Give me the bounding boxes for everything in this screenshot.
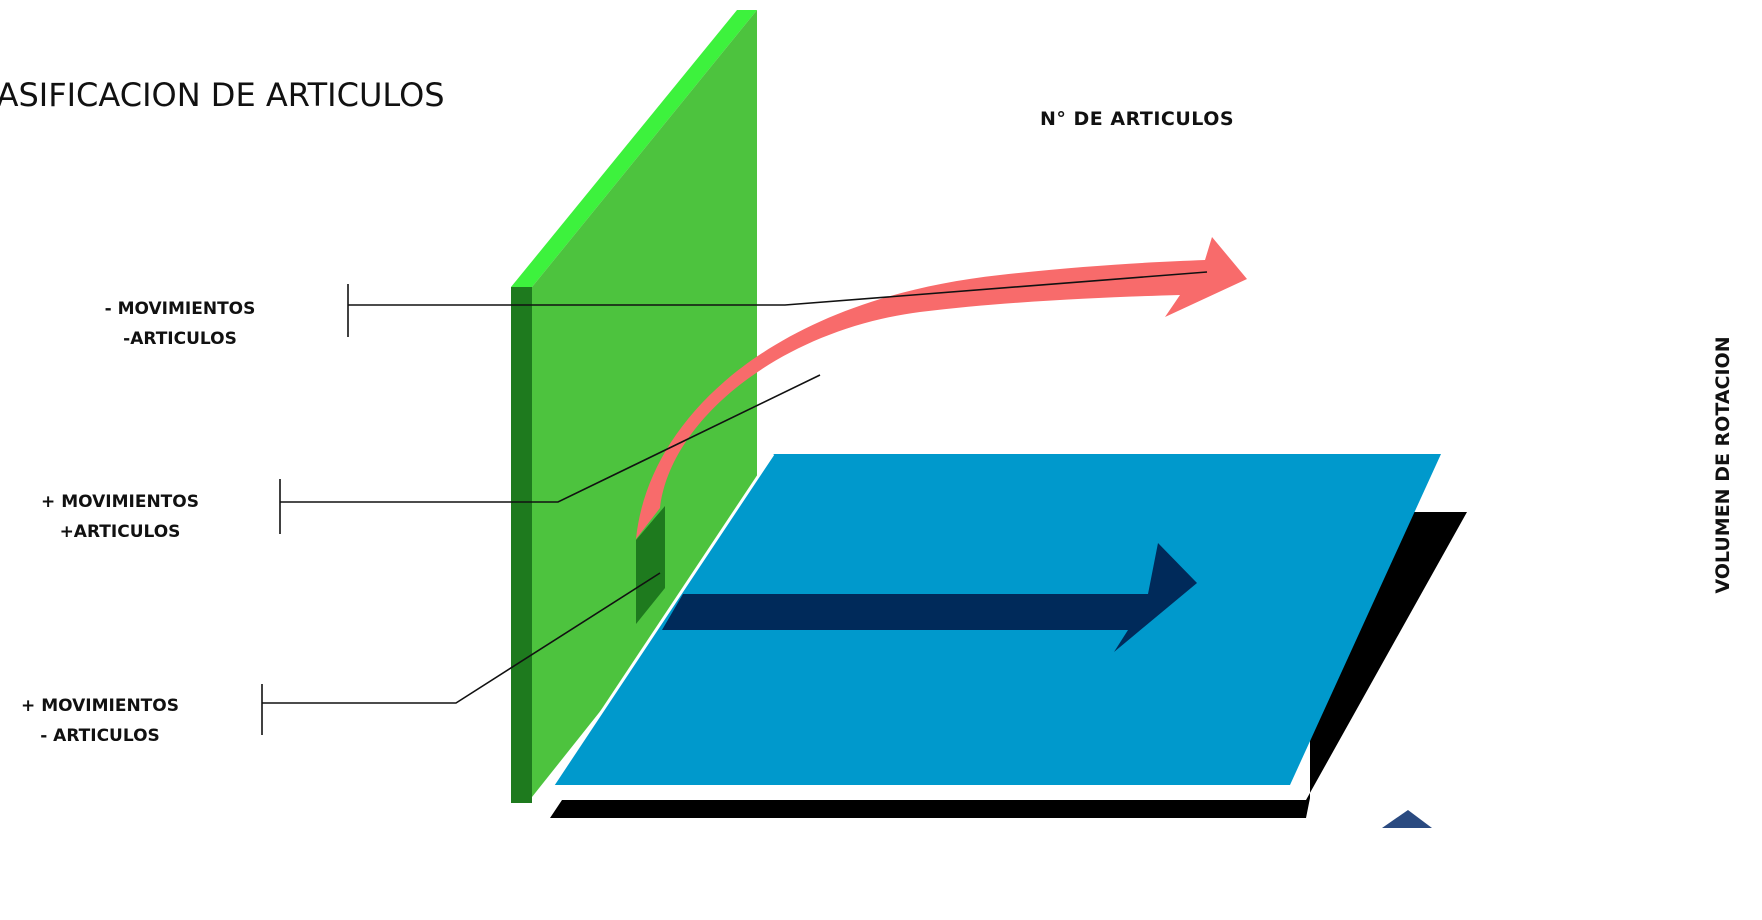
diagram-title-text: LASIFICACION DE ARTICULOS xyxy=(0,76,445,114)
category-label-3-line1: + MOVIMIENTOS xyxy=(21,696,179,716)
corner-shape xyxy=(1382,810,1432,828)
category-label-1-line2: -ARTICULOS xyxy=(123,329,237,349)
vertical-axis-label-text: VOLUMEN DE ROTACION xyxy=(1712,336,1734,594)
category-label-3-line2: - ARTICULOS xyxy=(40,726,160,746)
category-label-1: - MOVIMIENTOS -ARTICULOS xyxy=(80,294,280,354)
wall-face xyxy=(532,10,757,797)
curved-arrow xyxy=(636,237,1247,539)
floor-highlight-edge xyxy=(551,453,775,786)
leader-line-2 xyxy=(280,374,821,503)
leader-line-3 xyxy=(262,572,661,704)
category-label-2-line1: + MOVIMIENTOS xyxy=(41,492,199,512)
wall-dark-edge xyxy=(511,287,532,803)
wall-inner-dark-block xyxy=(636,506,665,624)
flat-arrow xyxy=(662,543,1197,652)
category-label-1-line1: - MOVIMIENTOS xyxy=(104,299,256,319)
leader-line-1 xyxy=(348,271,1208,306)
vertical-axis-label: VOLUMEN DE ROTACION xyxy=(1700,300,1760,630)
wall-top-edge xyxy=(511,10,757,287)
horizontal-axis-label: N° DE ARTICULOS xyxy=(1040,108,1235,130)
category-label-2: + MOVIMIENTOS +ARTICULOS xyxy=(20,487,220,547)
leader-lines xyxy=(261,271,1208,735)
category-label-3: + MOVIMIENTOS - ARTICULOS xyxy=(0,691,200,751)
category-label-2-line2: +ARTICULOS xyxy=(59,522,181,542)
diagram-title: LASIFICACION DE ARTICULOS xyxy=(0,76,560,114)
